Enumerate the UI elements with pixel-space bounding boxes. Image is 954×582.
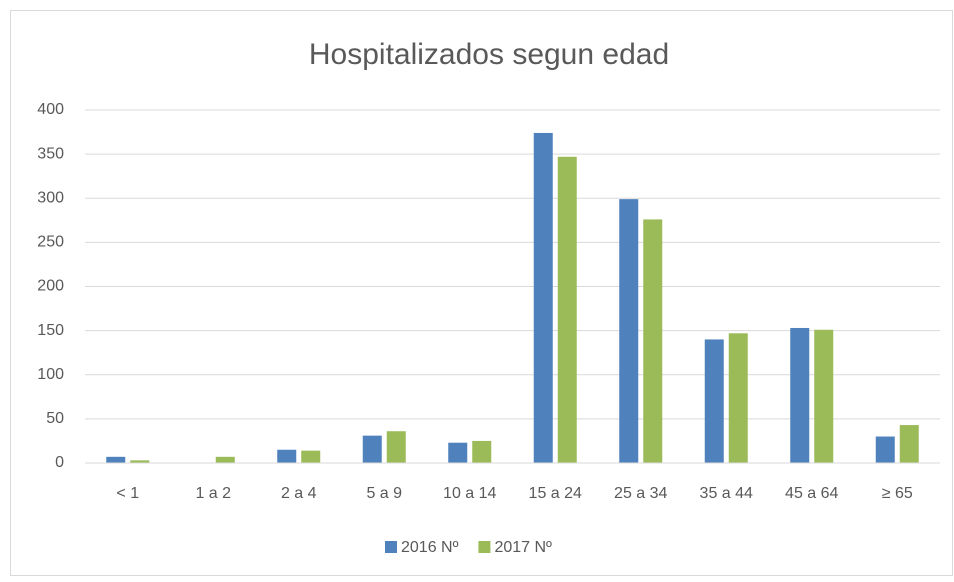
y-tick-label: 400: [37, 101, 64, 118]
bar: [875, 436, 895, 463]
y-tick-label: 0: [55, 454, 64, 471]
bar: [277, 449, 297, 463]
bar: [790, 327, 810, 463]
bar: [728, 333, 748, 463]
x-tick-label: 25 a 34: [614, 485, 667, 502]
bar: [215, 456, 235, 463]
bar: [899, 425, 919, 463]
bar: [557, 156, 577, 463]
bar: [643, 219, 663, 463]
y-tick-label: 250: [37, 234, 64, 251]
legend-label: 2016 Nº: [401, 539, 459, 556]
bar: [106, 456, 126, 463]
y-tick-label: 200: [37, 278, 64, 295]
x-tick-label: 10 a 14: [443, 485, 496, 502]
x-tick-label: 1 a 2: [195, 485, 231, 502]
x-tick-label: 5 a 9: [366, 485, 402, 502]
bar: [704, 339, 724, 463]
x-tick-label: ≥ 65: [882, 485, 913, 502]
bar: [533, 132, 553, 463]
y-tick-label: 100: [37, 366, 64, 383]
chart-title: Hospitalizados segun edad: [309, 38, 669, 71]
y-tick-label: 350: [37, 145, 64, 162]
y-tick-label: 50: [46, 410, 64, 427]
bar: [301, 450, 321, 463]
bar: [814, 329, 834, 463]
bar: [448, 442, 468, 463]
bar: [386, 431, 406, 463]
legend-swatch: [478, 541, 491, 553]
x-tick-label: 15 a 24: [529, 485, 582, 502]
x-tick-label: 35 a 44: [700, 485, 753, 502]
bar: [362, 435, 382, 463]
legend-swatch: [385, 541, 397, 553]
chart-border: [10, 10, 953, 576]
x-tick-label: 45 a 64: [785, 485, 838, 502]
legend-label: 2017 Nº: [494, 539, 552, 556]
bar: [472, 440, 492, 463]
bar: [130, 460, 150, 463]
y-tick-label: 150: [37, 322, 64, 339]
bar: [619, 199, 639, 463]
y-tick-label: 300: [37, 189, 64, 206]
x-tick-label: < 1: [116, 485, 139, 502]
x-tick-label: 2 a 4: [281, 485, 317, 502]
